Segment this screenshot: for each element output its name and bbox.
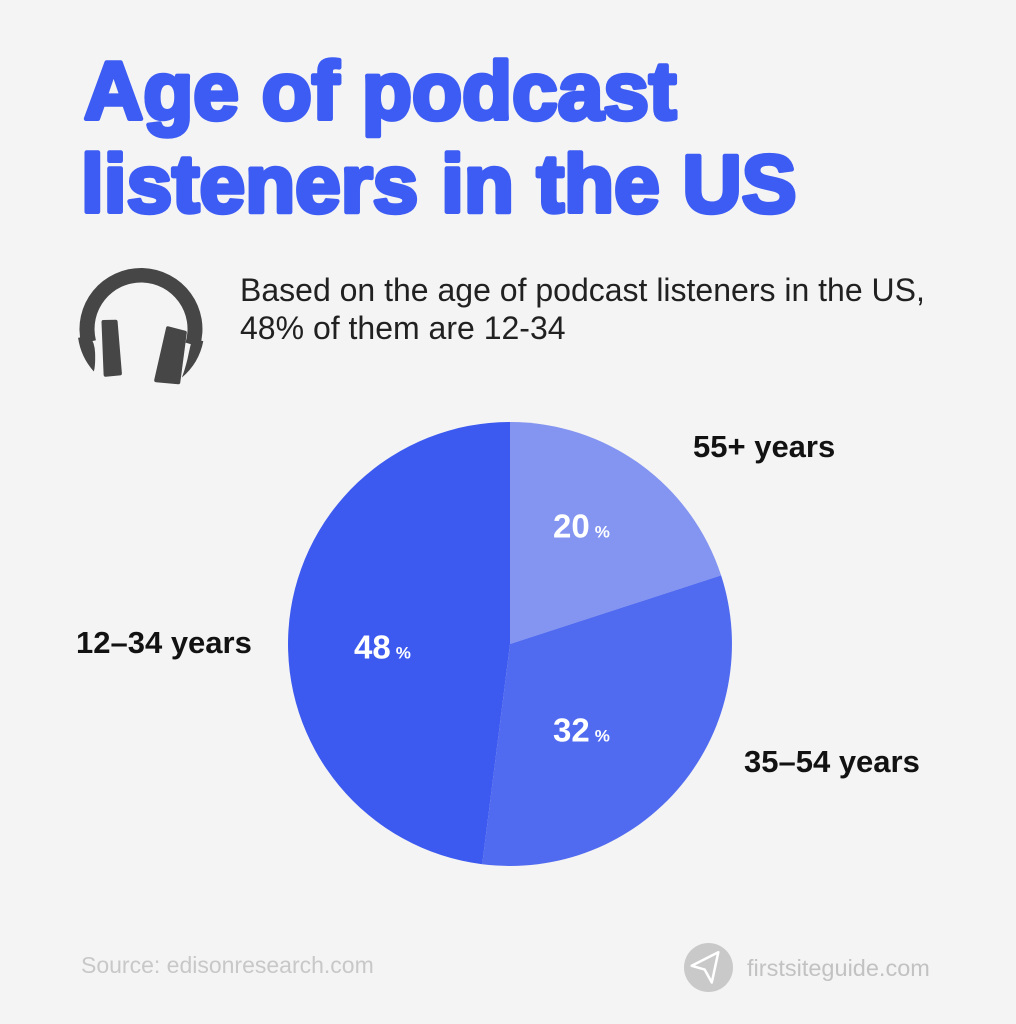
svg-text:listeners in the US: listeners in the US (81, 139, 796, 230)
svg-text:32%: 32% (553, 711, 610, 748)
svg-text:Age of podcast: Age of podcast (84, 46, 676, 137)
